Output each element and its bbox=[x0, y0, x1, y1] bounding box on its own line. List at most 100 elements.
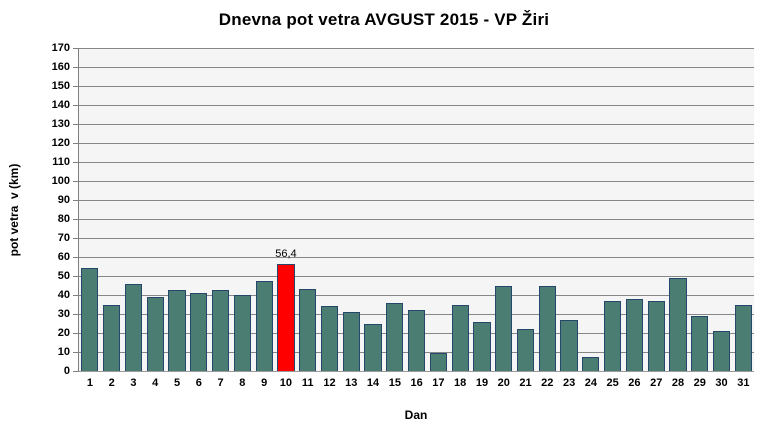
y-axis-tick-label: 170 bbox=[51, 42, 70, 54]
x-axis-tick-label: 23 bbox=[562, 377, 576, 389]
bar-day-4 bbox=[146, 296, 164, 371]
gridline bbox=[79, 67, 754, 68]
bar-day-27 bbox=[647, 300, 665, 371]
bar-day-7 bbox=[211, 290, 230, 371]
bar-day-24 bbox=[582, 356, 600, 371]
x-axis-tick-label: 19 bbox=[475, 377, 489, 389]
y-axis-tick-mark bbox=[73, 238, 79, 239]
bar-day-20 bbox=[495, 286, 513, 371]
bar-day-29 bbox=[691, 315, 709, 371]
bar-day-17 bbox=[429, 352, 447, 371]
bar-slot-day-8: 8 bbox=[231, 48, 253, 389]
bar-slot-day-5: 5 bbox=[166, 48, 188, 389]
y-axis-tick-mark bbox=[73, 219, 79, 220]
y-axis-tick-mark bbox=[73, 48, 79, 49]
y-axis-tick-mark bbox=[73, 67, 79, 68]
gridline bbox=[79, 48, 754, 49]
bar-day-3 bbox=[124, 283, 143, 371]
bar-day-6 bbox=[190, 293, 208, 371]
y-axis-tick-label: 0 bbox=[63, 365, 70, 377]
bar-day-9 bbox=[255, 280, 273, 371]
bar-day-21 bbox=[516, 329, 535, 371]
bar-day-31 bbox=[734, 304, 752, 371]
x-axis-tick-label: 30 bbox=[715, 377, 728, 389]
x-axis-tick-label: 27 bbox=[650, 377, 663, 389]
bar-day-25 bbox=[604, 300, 622, 371]
x-axis-tick-label: 24 bbox=[584, 377, 597, 389]
bar-day-28 bbox=[669, 277, 687, 371]
chart-title: Dnevna pot vetra AVGUST 2015 - VP Žiri bbox=[218, 10, 550, 29]
x-axis-tick-label: 3 bbox=[130, 377, 137, 389]
bar-day-13 bbox=[342, 312, 360, 371]
x-axis-tick-label: 17 bbox=[432, 377, 445, 389]
bar-slot-day-3: 3 bbox=[123, 48, 145, 389]
y-axis-tick-label: 40 bbox=[57, 289, 70, 301]
bar-slot-day-1: 1 bbox=[79, 48, 101, 389]
bar-slot-day-17: 17 bbox=[428, 48, 450, 389]
bar-day-26 bbox=[625, 298, 644, 371]
bar-slot-day-2: 2 bbox=[101, 48, 123, 389]
gridline bbox=[79, 257, 754, 259]
y-axis-title: pot vetra v (km) bbox=[7, 163, 21, 257]
x-axis-tick-label: 8 bbox=[239, 377, 246, 389]
bar-slot-day-29: 29 bbox=[689, 48, 711, 389]
x-axis-tick-label: 18 bbox=[454, 377, 467, 389]
bar-slot-day-23: 23 bbox=[558, 48, 580, 389]
x-axis-tick-label: 25 bbox=[606, 377, 619, 389]
y-axis-tick-label: 160 bbox=[51, 61, 70, 73]
gridline bbox=[79, 238, 754, 239]
bar-day-18 bbox=[451, 304, 469, 371]
plot-area: 0 10 20 30 40 50 60 70 80 90 100 110 120 130 140 150 160… bbox=[52, 42, 754, 389]
x-axis-tick-label: 7 bbox=[217, 377, 224, 389]
bar-slot-day-9: 9 bbox=[253, 48, 275, 389]
y-axis-tick-mark bbox=[73, 371, 79, 372]
y-axis-tick-label: 60 bbox=[57, 251, 70, 264]
bar-series: 1 2 3 4 5 6 7 8 9 56,4 10 11 12 13 14 15 16 17 18 19 20 21 22 2… bbox=[79, 48, 754, 389]
bar-day-30 bbox=[712, 331, 731, 371]
y-axis-tick-label: 100 bbox=[51, 175, 70, 188]
bar-slot-day-6: 6 bbox=[188, 48, 210, 389]
y-axis-tick-mark bbox=[73, 181, 79, 183]
highlighted-bar-day-10 bbox=[277, 263, 295, 371]
bar-data-label: 56,4 bbox=[275, 247, 297, 260]
gridline bbox=[79, 276, 754, 278]
y-axis-tick-mark bbox=[73, 295, 79, 296]
gridline bbox=[79, 124, 754, 125]
gridline bbox=[79, 181, 754, 183]
y-axis-tick-mark bbox=[73, 314, 79, 316]
y-axis-tick-mark bbox=[73, 124, 79, 125]
x-axis-tick-label: 12 bbox=[323, 377, 336, 389]
x-axis-tick-label: 21 bbox=[519, 377, 532, 389]
bar-day-14 bbox=[364, 323, 382, 371]
bar-slot-day-21: 21 bbox=[515, 48, 537, 389]
gridline bbox=[79, 105, 754, 106]
bar-slot-day-12: 12 bbox=[319, 48, 341, 389]
y-axis-tick-label: 150 bbox=[51, 80, 70, 93]
x-axis-tick-label: 26 bbox=[628, 377, 641, 389]
y-axis-tick-label: 10 bbox=[57, 346, 70, 358]
y-axis-tick-mark bbox=[73, 162, 79, 164]
gridline bbox=[79, 295, 754, 296]
x-axis-tick-label: 15 bbox=[388, 377, 401, 389]
y-axis-tick-mark bbox=[73, 200, 79, 201]
y-axis-tick-mark bbox=[73, 86, 79, 88]
x-axis-tick-label: 9 bbox=[261, 377, 268, 389]
bar-slot-day-10: 56,4 10 bbox=[275, 48, 297, 389]
y-axis-tick-label: 50 bbox=[57, 270, 70, 283]
gridline bbox=[79, 162, 754, 164]
bar-slot-day-11: 11 bbox=[297, 48, 319, 389]
y-axis-tick-mark bbox=[73, 352, 79, 353]
bar-slot-day-7: 7 bbox=[210, 48, 232, 389]
y-axis-tick-label: 110 bbox=[52, 156, 70, 169]
y-axis-tick-mark bbox=[73, 333, 79, 334]
x-axis-tick-label: 4 bbox=[152, 377, 159, 389]
gridline bbox=[79, 219, 754, 220]
bar-slot-day-31: 31 bbox=[732, 48, 754, 389]
bar-day-12 bbox=[320, 306, 339, 371]
x-axis-tick-label: 29 bbox=[693, 377, 706, 389]
y-axis-tick-mark bbox=[73, 143, 79, 145]
bar-day-16 bbox=[408, 310, 426, 371]
x-axis-tick-label: 16 bbox=[410, 377, 423, 389]
bar-day-19 bbox=[473, 321, 491, 371]
bar-slot-day-4: 4 bbox=[144, 48, 166, 389]
